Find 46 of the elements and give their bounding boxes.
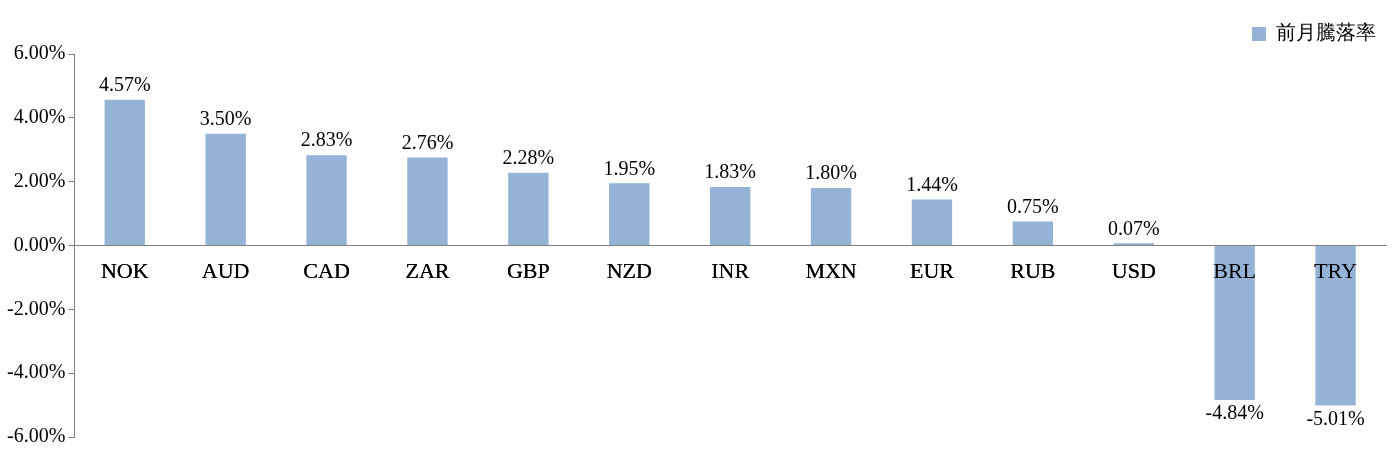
bar	[1214, 246, 1255, 400]
bar	[911, 199, 953, 245]
data-label: 1.44%	[906, 172, 958, 195]
legend-label: 前月騰落率	[1276, 21, 1376, 44]
data-label: 2.28%	[502, 145, 555, 168]
x-tick-label: CAD	[303, 258, 350, 284]
bar	[306, 155, 347, 245]
bar	[1012, 221, 1054, 245]
bar	[104, 99, 145, 245]
y-tick-label: 2.00%	[13, 168, 66, 191]
y-tick-label: 0.00%	[13, 232, 66, 255]
bar	[609, 183, 650, 245]
y-tick-label: -6.00%	[6, 424, 66, 447]
data-label: 1.83%	[704, 160, 756, 183]
x-tick-label: AUD	[201, 258, 250, 284]
x-tick-label: NOK	[100, 258, 149, 284]
bar	[205, 133, 246, 245]
data-label: -4.84%	[1205, 401, 1264, 424]
data-label: 2.83%	[300, 128, 353, 151]
x-tick-label: TRY	[1314, 258, 1358, 284]
data-label: -5.01%	[1306, 406, 1365, 429]
y-tick-label: 6.00%	[13, 41, 66, 64]
y-tick-label: -4.00%	[6, 360, 66, 383]
x-tick-label: BRL	[1213, 258, 1257, 284]
bar	[407, 157, 448, 245]
x-tick-label: ZAR	[405, 258, 450, 284]
y-tick-label: 4.00%	[13, 105, 66, 128]
data-label: 1.80%	[805, 161, 857, 184]
x-tick-label: EUR	[909, 258, 955, 284]
bar	[1315, 246, 1356, 406]
x-tick-label: INR	[711, 258, 750, 284]
data-label: 1.95%	[603, 156, 656, 179]
data-label: 3.50%	[199, 107, 252, 130]
data-label: 0.07%	[1107, 216, 1160, 239]
x-tick-label: GBP	[506, 258, 550, 284]
data-label: 2.76%	[401, 130, 454, 153]
bar	[709, 187, 751, 245]
data-label: 0.75%	[1007, 194, 1059, 217]
data-label: 4.57%	[98, 72, 151, 95]
bar	[810, 188, 852, 245]
x-tick-label: RUB	[1010, 258, 1056, 284]
x-tick-label: MXN	[805, 258, 857, 284]
y-tick-label: -2.00%	[6, 296, 66, 319]
x-tick-label: USD	[1111, 258, 1156, 284]
bar	[508, 172, 549, 245]
x-tick-label: NZD	[606, 258, 652, 284]
